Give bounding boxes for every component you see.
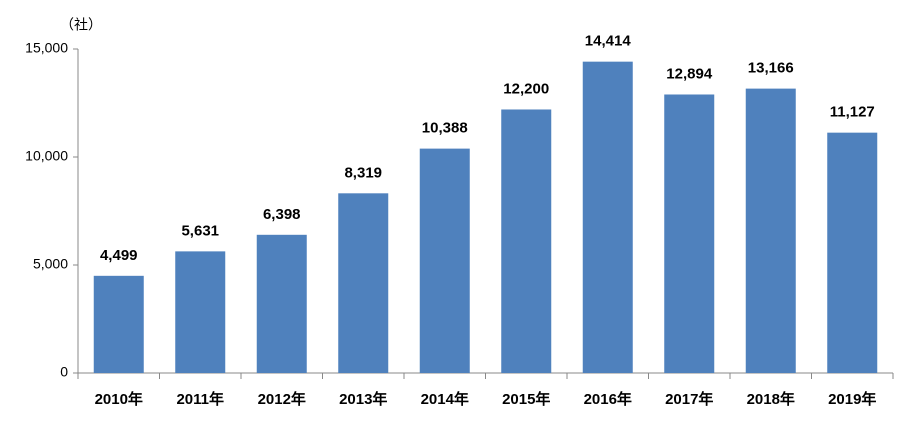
bar [256, 234, 307, 373]
value-label: 10,388 [422, 120, 468, 137]
bar [745, 88, 796, 373]
value-label: 6,398 [263, 206, 301, 223]
value-label: 13,166 [748, 60, 794, 77]
x-tick-label: 2011年 [176, 390, 224, 408]
bar [419, 148, 470, 373]
bar [175, 251, 226, 373]
value-label: 8,319 [344, 164, 382, 181]
bar [664, 94, 715, 374]
x-tick-label: 2012年 [258, 390, 306, 408]
value-label: 12,200 [503, 80, 549, 97]
bar [93, 275, 144, 373]
y-tick-label: 5,000 [33, 256, 68, 272]
value-label: 5,631 [181, 222, 219, 239]
value-label: 11,127 [830, 104, 875, 121]
y-tick-label: 10,000 [25, 148, 68, 164]
bar [501, 109, 552, 373]
bar [338, 193, 389, 373]
y-tick-label: 0 [60, 364, 68, 380]
value-label: 14,414 [585, 33, 632, 50]
bar [582, 61, 633, 374]
value-label: 4,499 [100, 247, 138, 264]
unit-label: （社） [60, 17, 102, 33]
x-tick-label: 2013年 [339, 390, 387, 408]
x-tick-label: 2018年 [747, 390, 795, 408]
x-tick-label: 2015年 [502, 390, 550, 408]
x-tick-label: 2016年 [584, 390, 632, 408]
bar [827, 132, 878, 373]
x-tick-label: 2019年 [828, 390, 876, 408]
x-tick-label: 2014年 [421, 390, 469, 408]
x-tick-label: 2017年 [665, 390, 713, 408]
x-tick-label: 2010年 [95, 390, 143, 408]
y-tick-label: 15,000 [25, 40, 68, 56]
value-label: 12,894 [666, 65, 713, 82]
